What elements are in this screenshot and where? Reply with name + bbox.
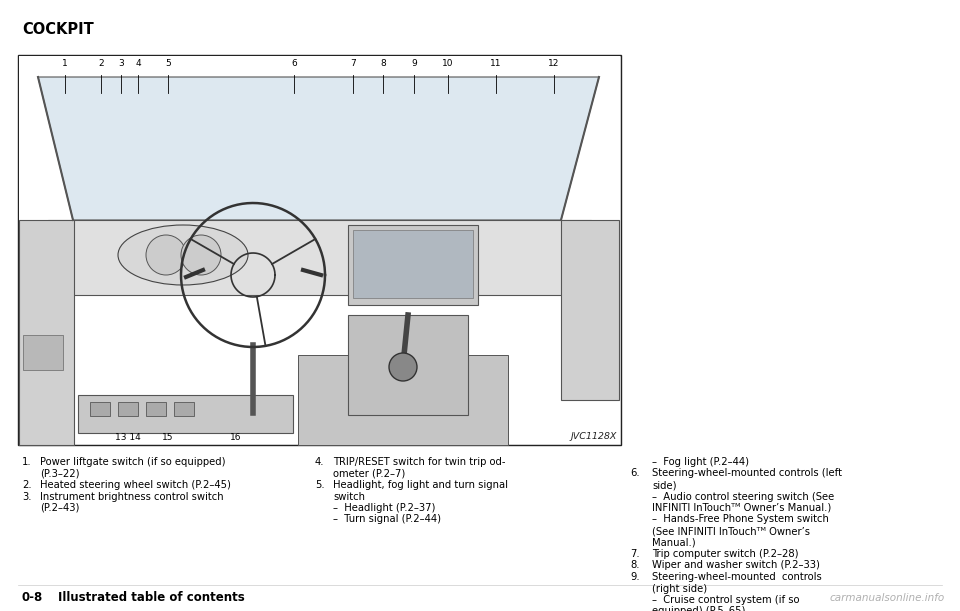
Text: 0-8: 0-8 [22, 591, 43, 604]
Polygon shape [38, 77, 599, 220]
Circle shape [146, 235, 186, 275]
Text: 2: 2 [98, 59, 104, 67]
Text: 9: 9 [411, 59, 417, 67]
Text: 12: 12 [548, 59, 560, 67]
Text: Manual.): Manual.) [652, 538, 696, 547]
Text: 5: 5 [165, 59, 171, 67]
Bar [48, 220, 591, 295]
Text: 4: 4 [135, 59, 141, 67]
Bar [353, 230, 473, 298]
Text: 3.: 3. [22, 491, 32, 502]
Text: switch: switch [333, 491, 365, 502]
Text: –  Headlight (P.2–37): – Headlight (P.2–37) [333, 503, 436, 513]
Text: Headlight, fog light and turn signal: Headlight, fog light and turn signal [333, 480, 508, 490]
Bar [118, 402, 138, 416]
Text: 13 14: 13 14 [115, 433, 141, 442]
Text: 9.: 9. [630, 572, 639, 582]
Bar [23, 335, 63, 370]
Bar [90, 402, 110, 416]
Text: –  Turn signal (P.2–44): – Turn signal (P.2–44) [333, 514, 441, 524]
Bar [561, 220, 619, 400]
Bar [348, 315, 468, 415]
Text: JVC1128X: JVC1128X [570, 432, 617, 441]
Text: (See INFINITI InTouchᵀᴹ Owner’s: (See INFINITI InTouchᵀᴹ Owner’s [652, 526, 810, 536]
Text: Trip computer switch (P.2–28): Trip computer switch (P.2–28) [652, 549, 799, 559]
Bar [78, 395, 293, 433]
Bar [298, 355, 508, 445]
Circle shape [389, 353, 417, 381]
Text: –  Cruise control system (if so: – Cruise control system (if so [652, 595, 800, 605]
Text: 7.: 7. [630, 549, 639, 559]
Text: side): side) [652, 480, 677, 490]
Text: 15: 15 [162, 433, 174, 442]
Text: Wiper and washer switch (P.2–33): Wiper and washer switch (P.2–33) [652, 560, 820, 571]
Text: 7: 7 [350, 59, 356, 67]
Circle shape [181, 235, 221, 275]
Text: 5.: 5. [315, 480, 324, 490]
Bar [348, 225, 478, 305]
Text: Steering-wheel-mounted controls (left: Steering-wheel-mounted controls (left [652, 469, 842, 478]
Text: equipped) (P.5–65): equipped) (P.5–65) [652, 607, 745, 611]
Text: Instrument brightness control switch: Instrument brightness control switch [40, 491, 224, 502]
Text: Heated steering wheel switch (P.2–45): Heated steering wheel switch (P.2–45) [40, 480, 230, 490]
Bar [19, 56, 620, 444]
Text: 4.: 4. [315, 457, 324, 467]
Text: TRIP/RESET switch for twin trip od-: TRIP/RESET switch for twin trip od- [333, 457, 506, 467]
Text: Illustrated table of contents: Illustrated table of contents [58, 591, 245, 604]
Text: –  Hands-Free Phone System switch: – Hands-Free Phone System switch [652, 514, 828, 524]
Text: 16: 16 [230, 433, 242, 442]
Text: (right side): (right side) [652, 584, 708, 593]
Text: carmanualsonline.info: carmanualsonline.info [829, 593, 945, 603]
Text: (P.3–22): (P.3–22) [40, 469, 80, 478]
Text: 8: 8 [380, 59, 386, 67]
Bar [146, 402, 166, 416]
Text: Steering-wheel-mounted  controls: Steering-wheel-mounted controls [652, 572, 822, 582]
Bar [18, 55, 621, 445]
Bar [174, 402, 194, 416]
Text: 1.: 1. [22, 457, 32, 467]
Text: 3: 3 [118, 59, 124, 67]
Text: 2.: 2. [22, 480, 32, 490]
Ellipse shape [118, 225, 248, 285]
Text: (P.2–43): (P.2–43) [40, 503, 80, 513]
Text: 6: 6 [291, 59, 297, 67]
Text: INFINITI InTouchᵀᴹ Owner’s Manual.): INFINITI InTouchᵀᴹ Owner’s Manual.) [652, 503, 831, 513]
Text: ometer (P.2–7): ometer (P.2–7) [333, 469, 405, 478]
Text: 11: 11 [491, 59, 502, 67]
Text: –  Fog light (P.2–44): – Fog light (P.2–44) [652, 457, 749, 467]
Text: 6.: 6. [630, 469, 639, 478]
Text: 8.: 8. [630, 560, 639, 571]
Text: 1: 1 [62, 59, 68, 67]
Text: COCKPIT: COCKPIT [22, 23, 94, 37]
Text: –  Audio control steering switch (See: – Audio control steering switch (See [652, 491, 834, 502]
Text: Power liftgate switch (if so equipped): Power liftgate switch (if so equipped) [40, 457, 226, 467]
Bar [19, 220, 74, 445]
Text: 10: 10 [443, 59, 454, 67]
